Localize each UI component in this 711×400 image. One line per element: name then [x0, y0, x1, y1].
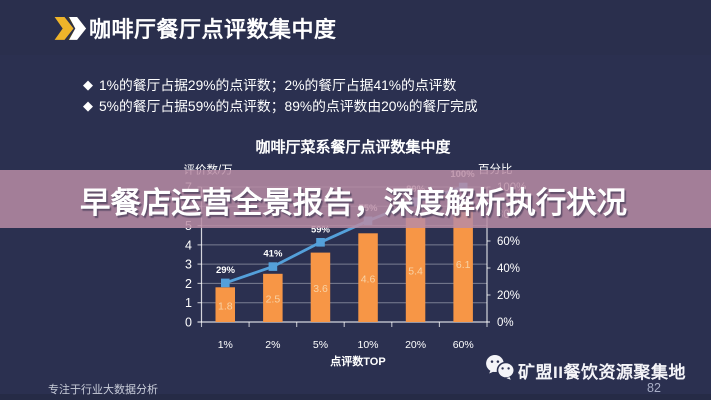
svg-text:60%: 60%: [497, 236, 520, 248]
svg-text:20%: 20%: [497, 290, 520, 302]
svg-text:6.1: 6.1: [456, 259, 471, 271]
svg-text:0%: 0%: [497, 317, 514, 329]
svg-text:1.8: 1.8: [218, 300, 233, 312]
svg-text:1%: 1%: [218, 339, 233, 351]
svg-text:4.6: 4.6: [361, 273, 376, 285]
svg-text:29%: 29%: [216, 265, 236, 276]
svg-text:20%: 20%: [405, 339, 426, 351]
svg-text:41%: 41%: [263, 249, 283, 260]
svg-text:4: 4: [185, 238, 192, 252]
svg-text:5%: 5%: [313, 339, 328, 351]
svg-text:2%: 2%: [265, 339, 280, 351]
svg-text:60%: 60%: [453, 339, 474, 351]
svg-text:40%: 40%: [497, 263, 520, 275]
svg-text:3.6: 3.6: [313, 283, 328, 295]
svg-text:10%: 10%: [357, 339, 378, 351]
svg-text:59%: 59%: [311, 225, 331, 236]
svg-text:5.4: 5.4: [408, 266, 423, 278]
svg-text:3: 3: [185, 258, 192, 272]
svg-text:0: 0: [185, 315, 192, 329]
svg-text:2.5: 2.5: [266, 294, 281, 306]
svg-text:点评数TOP: 点评数TOP: [330, 354, 385, 368]
svg-text:2: 2: [185, 277, 192, 291]
svg-text:咖啡厅菜系餐厅点评数集中度: 咖啡厅菜系餐厅点评数集中度: [255, 138, 451, 156]
svg-text:1: 1: [185, 296, 192, 310]
